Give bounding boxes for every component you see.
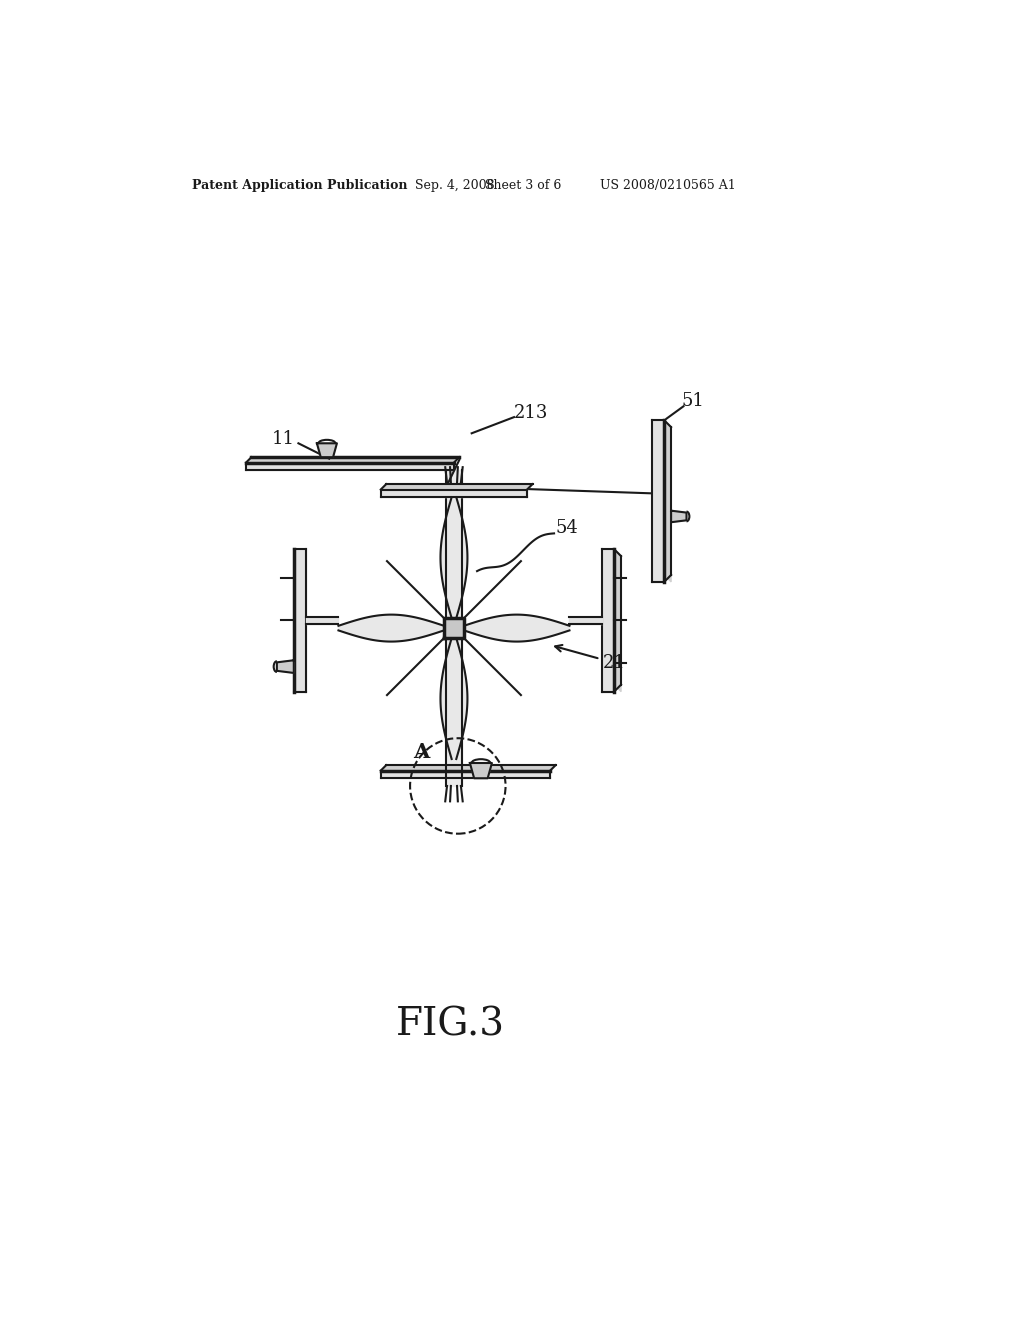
Polygon shape [246, 462, 454, 470]
Text: A: A [414, 742, 430, 762]
Polygon shape [316, 444, 337, 457]
Polygon shape [464, 615, 569, 642]
Text: Patent Application Publication: Patent Application Publication [193, 178, 408, 191]
Polygon shape [470, 763, 492, 779]
Polygon shape [602, 549, 614, 692]
Text: 51: 51 [681, 392, 705, 411]
Polygon shape [339, 615, 444, 642]
Text: 11: 11 [271, 430, 295, 449]
Polygon shape [569, 616, 602, 624]
Polygon shape [276, 660, 294, 673]
Polygon shape [440, 498, 467, 618]
Polygon shape [306, 616, 339, 624]
Polygon shape [246, 457, 460, 462]
Text: US 2008/0210565 A1: US 2008/0210565 A1 [600, 178, 736, 191]
Polygon shape [381, 766, 556, 771]
Polygon shape [446, 470, 462, 785]
Text: 21: 21 [603, 653, 626, 672]
Polygon shape [381, 490, 527, 498]
Text: 54: 54 [556, 519, 579, 537]
Polygon shape [294, 549, 306, 692]
Polygon shape [665, 420, 671, 582]
Polygon shape [444, 618, 464, 638]
Text: FIG.3: FIG.3 [395, 1006, 505, 1043]
Polygon shape [652, 420, 665, 582]
Polygon shape [381, 484, 532, 490]
Polygon shape [440, 638, 467, 759]
Polygon shape [671, 511, 686, 523]
Text: 213: 213 [514, 404, 548, 421]
Polygon shape [381, 771, 550, 779]
Text: Sheet 3 of 6: Sheet 3 of 6 [484, 178, 561, 191]
Text: Sep. 4, 2008: Sep. 4, 2008 [416, 178, 495, 191]
Polygon shape [614, 549, 621, 692]
